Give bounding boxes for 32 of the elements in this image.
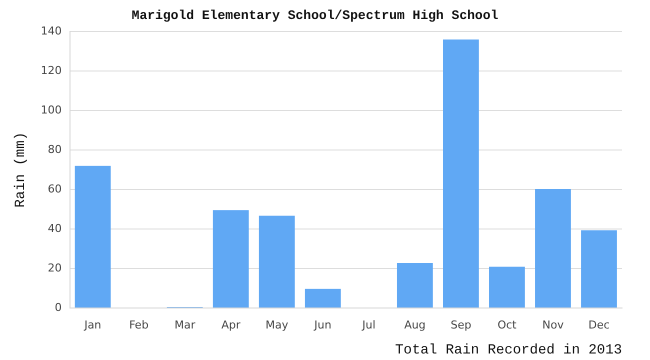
y-axis-title: Rain (mm) xyxy=(13,132,30,208)
bar xyxy=(212,210,249,308)
y-tick-label: 80 xyxy=(48,142,62,156)
x-tick-label: Feb xyxy=(129,318,149,332)
x-tick-label: Sep xyxy=(450,318,472,332)
x-tick-label: Jul xyxy=(361,318,376,332)
bar xyxy=(396,262,433,308)
bar xyxy=(535,188,571,308)
y-tick-label: 100 xyxy=(40,103,62,116)
bar xyxy=(581,230,617,308)
y-tick-label: 40 xyxy=(48,222,62,235)
x-axis-title: Total Rain Recorded in 2013 xyxy=(395,342,622,358)
y-tick-label: 120 xyxy=(40,64,62,77)
y-tick-label: 140 xyxy=(40,24,62,38)
bar xyxy=(74,166,111,308)
x-tick-label: Mar xyxy=(174,318,196,332)
y-tick-label: 0 xyxy=(54,300,62,314)
x-tick-label: Nov xyxy=(542,318,564,332)
x-tick-label: Dec xyxy=(588,318,610,332)
x-tick-label: Aug xyxy=(404,318,426,332)
bar xyxy=(442,39,479,308)
y-tick-label: 20 xyxy=(48,261,62,274)
x-tick-label: Oct xyxy=(497,318,518,332)
x-tick-label: Jun xyxy=(313,318,332,332)
y-tick-label: 60 xyxy=(48,182,62,196)
x-tick-label: May xyxy=(265,318,289,332)
x-tick-label: Jan xyxy=(83,318,102,332)
x-tick-label: Apr xyxy=(221,318,241,332)
bar xyxy=(258,216,295,308)
chart-title: Marigold Elementary School/Spectrum High School xyxy=(132,8,499,24)
bar xyxy=(489,266,525,308)
bar xyxy=(304,288,341,308)
